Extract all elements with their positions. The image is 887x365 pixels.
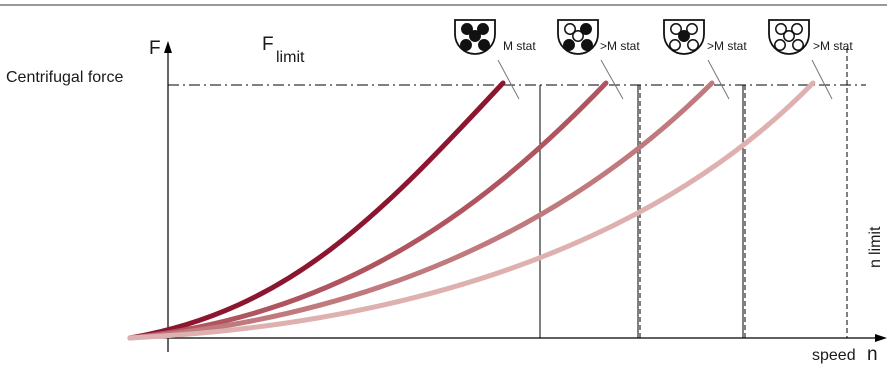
rotor-hole xyxy=(460,39,472,51)
rotor-hole xyxy=(678,30,690,42)
force-curve-2 xyxy=(127,80,609,341)
x-axis-label: speed xyxy=(812,347,856,364)
x-axis-arrow xyxy=(875,334,887,342)
force-curves xyxy=(127,80,816,341)
y-axis-label: Centrifugal force xyxy=(6,69,123,86)
rotor-hole xyxy=(572,30,584,42)
rotor-loading-4-icon xyxy=(768,19,810,55)
rotor-hole xyxy=(792,39,804,51)
leader-line-1 xyxy=(497,59,520,100)
rotor-icons xyxy=(454,19,810,55)
loading-label-4: >M stat xyxy=(813,39,853,53)
loading-label-1: M stat xyxy=(503,39,536,53)
rotor-hole xyxy=(670,23,682,35)
rotor-hole xyxy=(775,23,787,35)
rotor-hole xyxy=(580,23,592,35)
rotor-hole xyxy=(564,23,576,35)
rotor-hole xyxy=(581,39,593,51)
speed-limit-lines xyxy=(539,48,848,338)
n-limit-subscript: limit xyxy=(867,226,884,255)
rotor-hole xyxy=(478,39,490,51)
rotor-hole xyxy=(686,23,698,35)
rotor-hole xyxy=(774,39,786,51)
force-curve-3 xyxy=(127,80,715,341)
loading-label-3: >M stat xyxy=(707,39,747,53)
leader-line-2 xyxy=(600,59,624,100)
rotor-hole xyxy=(477,23,489,35)
rotor-hole xyxy=(687,39,699,51)
leader-line-3 xyxy=(707,59,730,100)
rotor-full-loading-icon xyxy=(454,19,496,55)
force-curve-4 xyxy=(127,80,816,341)
force-curve-1 xyxy=(127,80,506,341)
rotor-loading-3-icon xyxy=(663,19,705,55)
f-limit-symbol: F xyxy=(262,34,274,55)
rotor-hole xyxy=(669,39,681,51)
rotor-hole xyxy=(783,30,795,42)
loading-label-2: >M stat xyxy=(600,39,640,53)
rotor-hole xyxy=(791,23,803,35)
f-limit-subscript: limit xyxy=(276,49,305,66)
rotor-loading-2-icon xyxy=(557,19,599,55)
n-limit-label: n limit xyxy=(867,226,884,268)
leader-line-4 xyxy=(811,59,833,100)
n-limit-symbol: n xyxy=(867,259,884,268)
y-axis-arrow xyxy=(164,41,172,53)
rotor-hole xyxy=(563,39,575,51)
leader-lines xyxy=(497,59,833,100)
x-axis-symbol: n xyxy=(867,344,878,365)
rotor-hole xyxy=(461,23,473,35)
y-axis-symbol: F xyxy=(149,38,161,59)
rotor-hole xyxy=(469,30,481,42)
